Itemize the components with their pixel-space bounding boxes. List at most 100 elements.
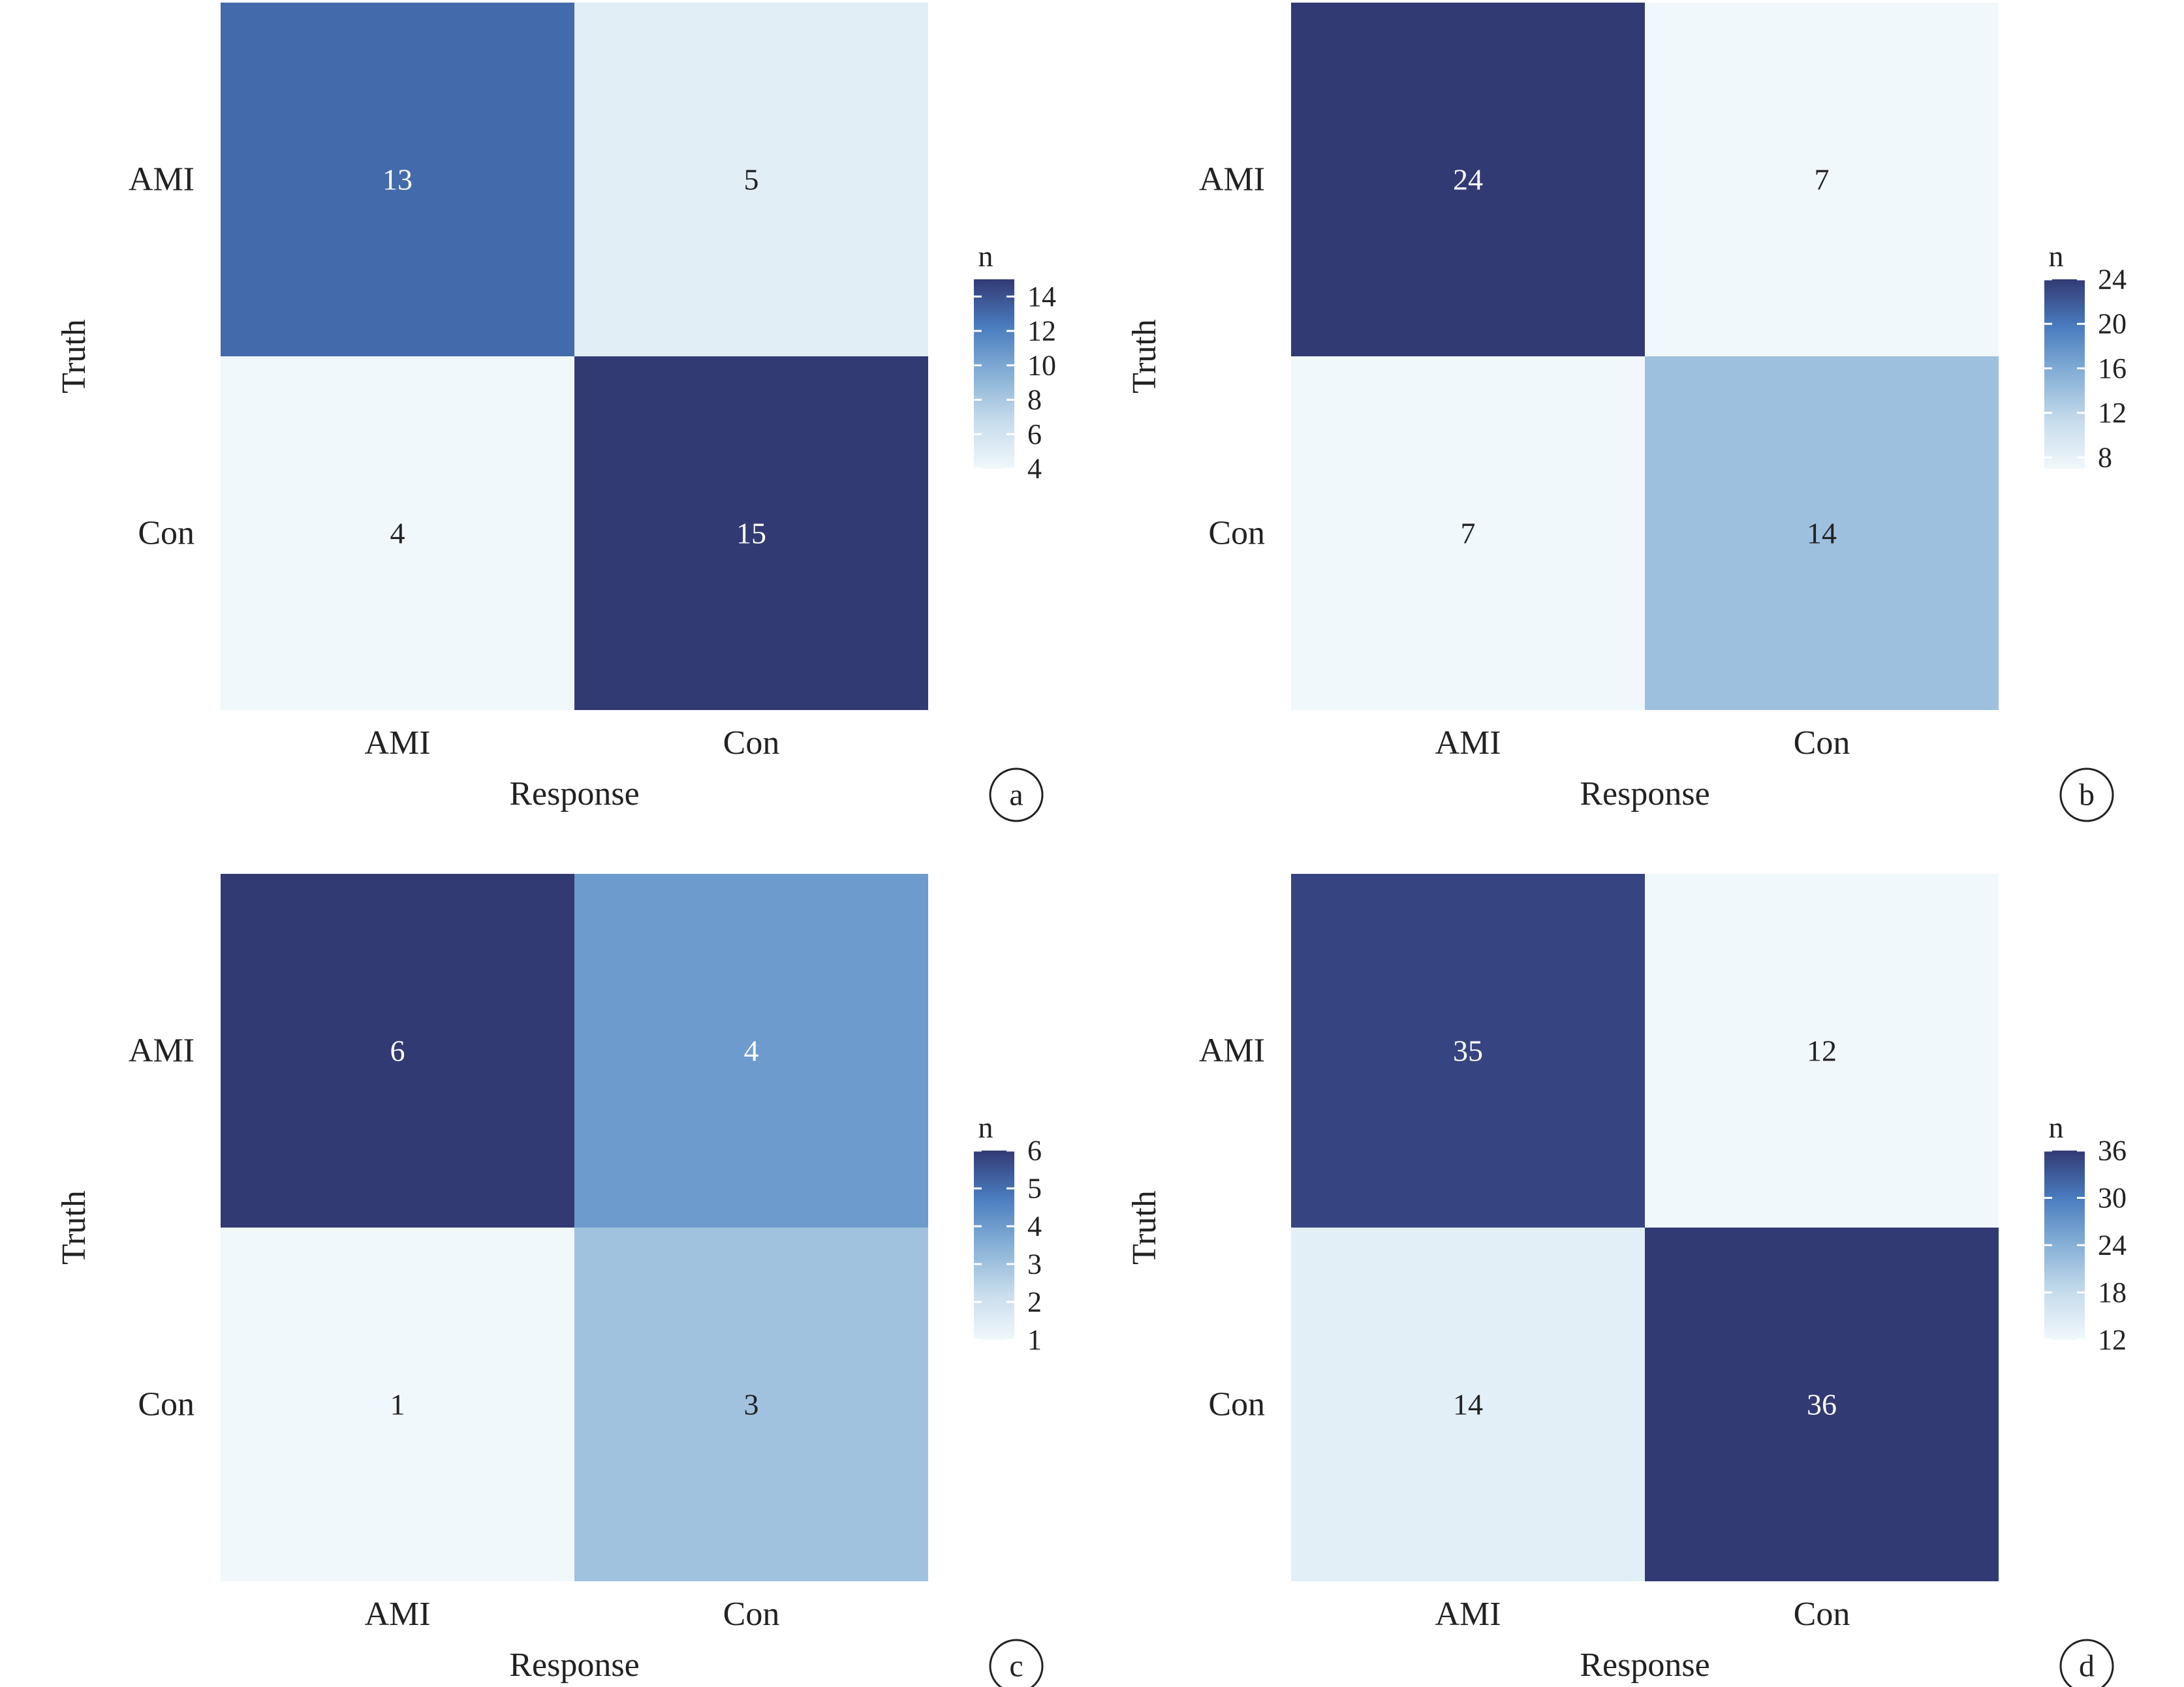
x-tick-label: Con <box>1794 724 1850 762</box>
legend-title: n <box>2049 1111 2064 1144</box>
heatmap-cell <box>574 3 928 356</box>
legend-tick-label: 30 <box>2098 1182 2127 1214</box>
y-axis-title: Truth <box>1126 319 1163 394</box>
cell-value-label: 35 <box>1453 1034 1483 1068</box>
heatmap-cell <box>1291 356 1645 710</box>
legend-title: n <box>978 240 993 273</box>
legend-tick-label: 1 <box>1027 1324 1042 1356</box>
y-tick-label: AMI <box>129 161 195 198</box>
cell-value-label: 3 <box>744 1388 759 1421</box>
panel-letter: a <box>1009 778 1023 813</box>
y-tick-label: Con <box>138 515 195 552</box>
legend-tick-label: 12 <box>1027 315 1056 347</box>
heatmap-cell <box>574 1228 928 1581</box>
color-legend: n 36 30 24 18 12 <box>2044 1111 2127 1356</box>
legend-tick-label: 6 <box>1027 1135 1042 1167</box>
y-tick-label: AMI <box>129 1032 195 1070</box>
panel-letter: c <box>1009 1649 1023 1684</box>
x-tick-label: AMI <box>1435 724 1501 762</box>
legend-tick-label: 10 <box>1027 349 1056 381</box>
y-tick-label: AMI <box>1199 161 1265 198</box>
y-tick-label: AMI <box>1199 1032 1265 1070</box>
cell-value-label: 14 <box>1453 1388 1483 1421</box>
cell-value-label: 4 <box>744 1034 759 1068</box>
color-legend: n 24 20 16 12 8 <box>2044 240 2127 473</box>
legend-title: n <box>2049 240 2064 273</box>
heatmap-cell <box>1291 1228 1645 1581</box>
x-tick-label: Con <box>723 724 780 762</box>
cell-value-label: 15 <box>736 517 766 550</box>
heatmap-cell <box>1291 3 1645 356</box>
y-tick-label: Con <box>1208 515 1265 552</box>
legend-colorbar <box>974 279 1014 469</box>
x-axis-title: Response <box>509 775 639 813</box>
panel-b: 24 7 7 14 AMI Con AMI Con Response Truth n 24 20 16 12… <box>1126 3 2127 822</box>
panel-letter: d <box>2079 1649 2095 1684</box>
legend-colorbar <box>974 1151 1014 1340</box>
cell-value-label: 1 <box>390 1388 405 1421</box>
y-axis-title: Truth <box>1126 1190 1163 1265</box>
x-tick-label: AMI <box>364 1596 430 1633</box>
legend-tick-label: 20 <box>2098 308 2127 340</box>
legend-tick-label: 12 <box>2098 1324 2127 1356</box>
panel-letter-circle <box>989 1639 1044 1687</box>
heatmap-cell <box>1645 1228 1999 1581</box>
legend-title: n <box>978 1111 993 1144</box>
heatmap-cell <box>1645 3 1999 356</box>
heatmap-cell <box>574 874 928 1228</box>
legend-tick-label: 18 <box>2098 1277 2127 1308</box>
cell-value-label: 36 <box>1807 1388 1837 1421</box>
heatmap-cell <box>1645 356 1999 710</box>
heatmap-cell <box>574 356 928 710</box>
legend-tick-label: 5 <box>1027 1173 1042 1205</box>
legend-tick-label: 8 <box>1027 384 1042 416</box>
cell-value-label: 5 <box>744 163 759 196</box>
legend-tick-label: 36 <box>2098 1135 2127 1167</box>
panel-a: 13 5 4 15 AMI Con AMI Con Response Truth n 14121086… <box>55 3 1056 822</box>
panel-c: 6 4 1 3 AMI Con AMI Con Response Truth n 6 5 4 3 2 1 c <box>55 874 1044 1687</box>
x-tick-label: AMI <box>364 724 430 762</box>
x-axis-title: Response <box>1580 1647 1709 1684</box>
y-axis-title: Truth <box>55 319 93 394</box>
legend-tick-label: 8 <box>2098 441 2112 473</box>
legend-tick-label: 24 <box>2098 264 2127 296</box>
cell-value-label: 4 <box>390 517 405 550</box>
cell-value-label: 14 <box>1807 517 1837 550</box>
cell-value-label: 12 <box>1807 1034 1837 1068</box>
legend-tick-label: 14 <box>1027 281 1056 313</box>
x-tick-label: Con <box>723 1596 780 1633</box>
cell-value-label: 7 <box>1461 517 1476 550</box>
heatmap-cell <box>221 874 574 1228</box>
x-axis-title: Response <box>1580 775 1709 813</box>
panel-letter-circle <box>989 767 1044 822</box>
panel-letter: b <box>2079 778 2095 813</box>
panel-letter-circle <box>2059 1639 2114 1687</box>
legend-tick-label: 2 <box>1027 1286 1042 1318</box>
heatmap-cell <box>221 3 574 356</box>
heatmap-cell <box>221 356 574 710</box>
legend-tick-label: 4 <box>1027 1211 1042 1243</box>
x-tick-label: AMI <box>1435 1596 1501 1633</box>
y-axis-title: Truth <box>55 1190 93 1265</box>
legend-tick-label: 24 <box>2098 1230 2127 1261</box>
cell-value-label: 13 <box>382 163 413 196</box>
cell-value-label: 7 <box>1815 163 1830 196</box>
heatmap-cell <box>1645 874 1999 1228</box>
legend-tick-label: 12 <box>2098 397 2127 429</box>
heatmap-cell <box>221 1228 574 1581</box>
y-tick-label: Con <box>1208 1386 1265 1423</box>
legend-colorbar <box>2044 279 2085 469</box>
panel-letter-circle <box>2059 767 2114 822</box>
color-legend: n 6 5 4 3 2 1 <box>974 1111 1042 1356</box>
cell-value-label: 6 <box>390 1034 405 1068</box>
x-tick-label: Con <box>1794 1596 1850 1633</box>
panel-d: 35 12 14 36 AMI Con AMI Con Response Truth n 36 30 24… <box>1126 874 2127 1687</box>
legend-tick-label: 4 <box>1027 453 1042 485</box>
legend-tick-label: 16 <box>2098 352 2127 384</box>
heatmap-cell <box>1291 874 1645 1228</box>
x-axis-title: Response <box>509 1647 639 1684</box>
cell-value-label: 24 <box>1453 163 1483 196</box>
y-tick-label: Con <box>138 1386 195 1423</box>
